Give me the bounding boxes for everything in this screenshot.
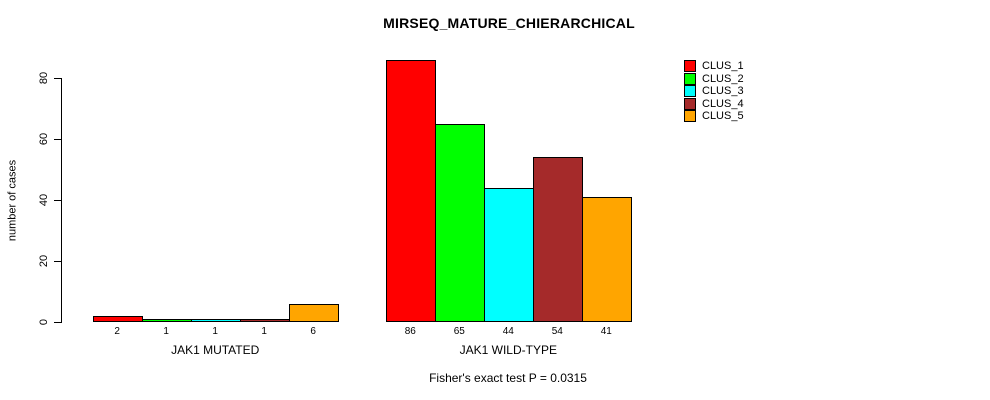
bar-value-label: 65 bbox=[453, 326, 465, 337]
y-axis-label: number of cases bbox=[6, 159, 19, 242]
bar-value-label: 41 bbox=[600, 326, 612, 337]
bar-value-label: 1 bbox=[261, 326, 267, 337]
bar bbox=[581, 196, 632, 322]
bar-value-label: 54 bbox=[551, 326, 563, 337]
group-label: JAK1 WILD-TYPE bbox=[459, 343, 557, 357]
legend-label: CLUS_2 bbox=[702, 72, 744, 85]
y-tick bbox=[54, 260, 61, 262]
y-axis-line bbox=[61, 78, 62, 323]
legend-swatch bbox=[684, 110, 696, 123]
legend-label: CLUS_5 bbox=[702, 110, 744, 123]
bar bbox=[141, 318, 192, 322]
bar bbox=[532, 157, 583, 322]
bar-value-label: 44 bbox=[502, 326, 514, 337]
bar bbox=[483, 187, 534, 322]
bar bbox=[239, 318, 290, 322]
y-tick-label: 80 bbox=[38, 71, 50, 85]
bar-value-label: 6 bbox=[310, 326, 316, 337]
legend-swatch bbox=[684, 60, 696, 72]
bar bbox=[434, 123, 485, 322]
bar bbox=[92, 315, 143, 322]
y-tick bbox=[54, 138, 61, 140]
group-label: JAK1 MUTATED bbox=[171, 343, 260, 357]
bar-value-label: 1 bbox=[163, 326, 169, 337]
bar bbox=[288, 303, 339, 322]
legend-swatch bbox=[684, 85, 696, 98]
bar-value-label: 2 bbox=[114, 326, 120, 337]
y-tick-label: 60 bbox=[38, 132, 50, 146]
y-tick bbox=[54, 199, 61, 201]
footnote-text: Fisher's exact test P = 0.0315 bbox=[429, 371, 587, 385]
legend-label: CLUS_1 bbox=[702, 60, 744, 72]
bar bbox=[385, 59, 436, 322]
y-tick bbox=[54, 77, 61, 79]
y-tick bbox=[54, 321, 61, 323]
bar-value-label: 86 bbox=[404, 326, 416, 337]
chart-title: MIRSEQ_MATURE_CHIERARCHICAL bbox=[383, 15, 635, 31]
legend-label: CLUS_3 bbox=[702, 85, 744, 98]
bar bbox=[190, 318, 241, 322]
y-tick-label: 40 bbox=[38, 193, 50, 207]
legend-swatch bbox=[684, 97, 696, 110]
y-tick-label: 20 bbox=[38, 254, 50, 268]
y-tick-label: 0 bbox=[38, 318, 50, 326]
legend-swatch bbox=[684, 72, 696, 85]
legend-label: CLUS_4 bbox=[702, 97, 744, 110]
bar-value-label: 1 bbox=[212, 326, 218, 337]
